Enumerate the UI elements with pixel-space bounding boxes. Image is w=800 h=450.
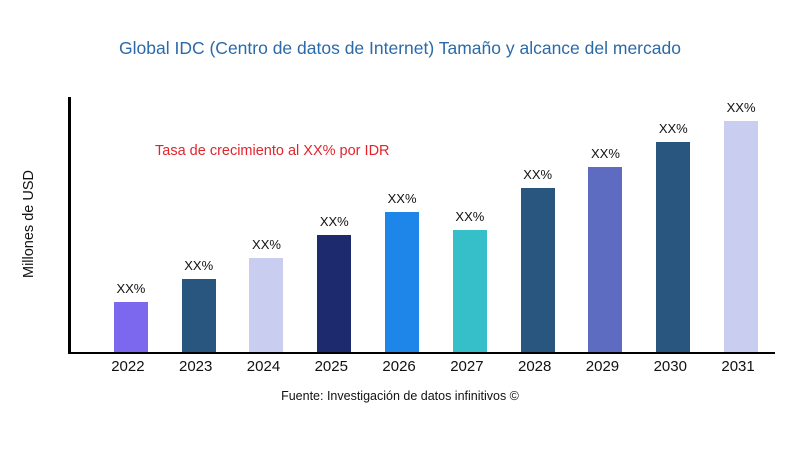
bar-value-label-2023: XX% — [184, 258, 214, 273]
bar-column-2023: XX% — [165, 97, 233, 352]
chart-title: Global IDC (Centro de datos de Internet)… — [119, 38, 681, 58]
x-axis-label-2022: 2022 — [111, 358, 145, 375]
x-axis-labels: 2022 2023 2024 2025 2026 2027 2028 2029 2030 2031 — [68, 358, 772, 375]
bar-value-label-2025: XX% — [319, 214, 349, 229]
bar-2031 — [724, 121, 759, 352]
bar-2029 — [588, 167, 623, 352]
x-axis-label-2025: 2025 — [314, 358, 348, 375]
x-axis-label-2030: 2030 — [653, 358, 687, 375]
bar-value-label-2029: XX% — [591, 146, 620, 161]
bar-2023 — [181, 279, 216, 352]
x-axis-label-2028: 2028 — [517, 358, 552, 375]
bar-column-2031: XX% — [707, 97, 775, 352]
bar-2028 — [520, 188, 555, 352]
bar-column-2022: XX% — [97, 97, 165, 352]
x-axis-label-2029: 2029 — [585, 358, 620, 375]
bar-column-2025: XX% — [300, 97, 368, 352]
plot-area: Tasa de crecimiento al XX% por IDR XX% XX… — [68, 97, 775, 354]
bar-column-2030: XX% — [639, 97, 707, 352]
bar-value-label-2022: XX% — [116, 281, 146, 296]
bar-column-2028: XX% — [504, 97, 572, 352]
source-attribution: Fuente: Investigación de datos infinitiv… — [281, 389, 519, 403]
bar-2026 — [385, 212, 420, 352]
bar-2022 — [113, 302, 148, 352]
bar-column-2026: XX% — [368, 97, 436, 352]
bar-value-label-2024: XX% — [252, 237, 281, 252]
bar-value-label-2026: XX% — [387, 191, 417, 206]
bar-2025 — [317, 235, 352, 352]
x-axis-label-2023: 2023 — [179, 358, 213, 375]
bar-column-2024: XX% — [233, 97, 301, 352]
bar-value-label-2027: XX% — [455, 209, 485, 224]
x-axis-label-2031: 2031 — [721, 358, 755, 375]
bar-value-label-2031: XX% — [726, 100, 756, 115]
growth-rate-annotation: Tasa de crecimiento al XX% por IDR — [155, 143, 390, 159]
bar-2024 — [249, 258, 284, 352]
x-axis-label-2026: 2026 — [382, 358, 416, 375]
bar-2030 — [656, 142, 691, 352]
bar-value-label-2030: XX% — [658, 121, 688, 136]
bars-row: XX% XX% XX% XX% XX% XX% XX% XX% XX% XX% — [71, 97, 775, 352]
bar-value-label-2028: XX% — [523, 167, 553, 182]
x-axis-label-2027: 2027 — [450, 358, 484, 375]
y-axis-title: Millones de USD — [21, 170, 37, 279]
bar-2027 — [452, 230, 487, 352]
bar-column-2029: XX% — [572, 97, 640, 352]
x-axis-label-2024: 2024 — [246, 358, 281, 375]
bar-column-2027: XX% — [436, 97, 504, 352]
